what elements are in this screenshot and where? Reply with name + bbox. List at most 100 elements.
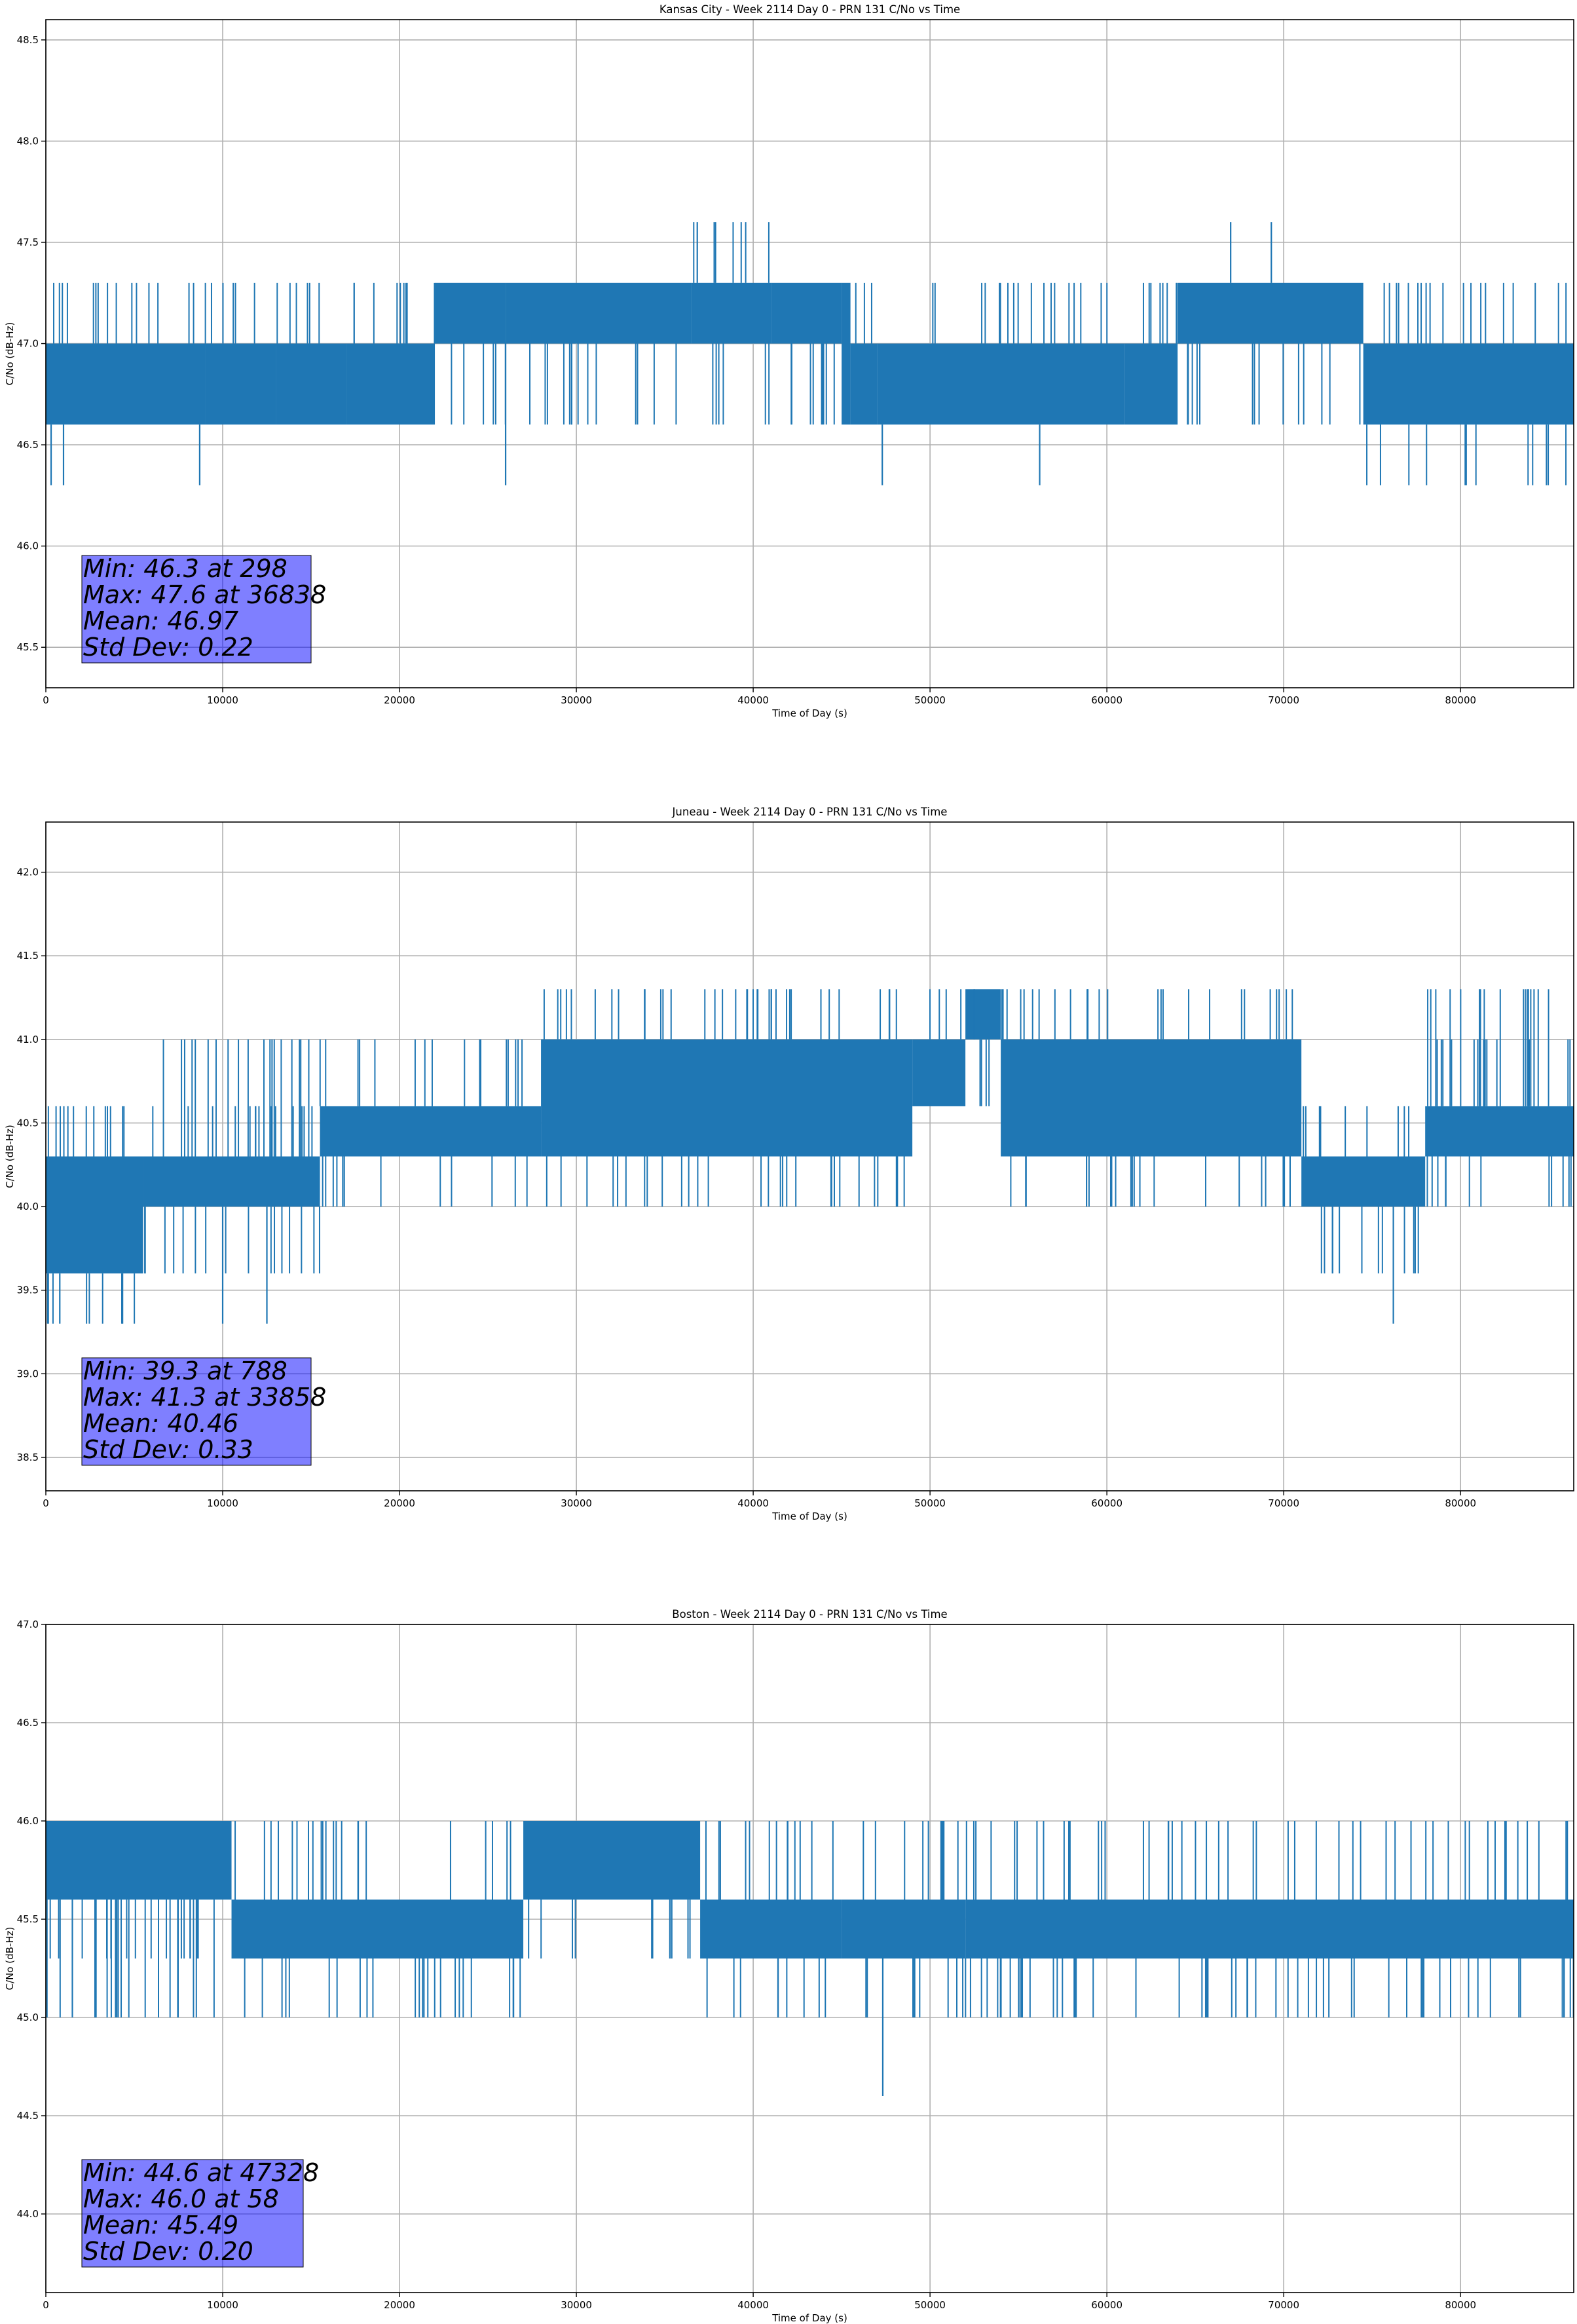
y-tick-label: 48.5 [17, 34, 39, 46]
x-tick-label: 70000 [1268, 2299, 1299, 2311]
data-band [965, 989, 1001, 1040]
x-tick-label: 40000 [737, 1497, 769, 1509]
y-tick-label: 44.0 [17, 2208, 39, 2220]
data-band [842, 282, 851, 425]
data-band [842, 1900, 966, 1959]
stats-line: Mean: 45.49 [83, 2211, 238, 2240]
x-tick-label: 30000 [561, 2299, 592, 2311]
data-band [1363, 343, 1574, 425]
data-series [46, 989, 1574, 1324]
stats-line: Std Dev: 0.20 [83, 2237, 253, 2266]
data-band [1001, 1039, 1302, 1157]
x-tick-label: 0 [43, 2299, 49, 2311]
y-tick-label: 45.0 [17, 2012, 39, 2023]
stats-line: Max: 41.3 at 33858 [83, 1383, 326, 1412]
y-tick-label: 42.0 [17, 867, 39, 878]
data-band [346, 343, 436, 425]
x-tick-label: 30000 [561, 694, 592, 706]
data-band [320, 1106, 542, 1157]
x-tick-label: 50000 [914, 2299, 946, 2311]
stats-box-background [81, 1357, 312, 1466]
x-tick-label: 60000 [1091, 2299, 1122, 2311]
y-tick-label: 47.0 [17, 338, 39, 350]
x-tick-label: 50000 [914, 1497, 946, 1509]
x-axis-label: Time of Day (s) [771, 2312, 847, 2324]
x-tick-label: 80000 [1445, 1497, 1476, 1509]
axes-frame [45, 1624, 1574, 2293]
axes-frame [45, 19, 1574, 688]
y-axis-label: C/No (dB-Hz) [4, 322, 16, 386]
y-tick-label: 45.5 [17, 641, 39, 653]
y-tick-label: 38.5 [17, 1452, 39, 1463]
data-band [46, 1156, 143, 1274]
y-tick-label: 41.0 [17, 1034, 39, 1045]
data-band [541, 1039, 913, 1157]
x-axis-label: Time of Day (s) [771, 1510, 847, 1522]
x-tick-label: 0 [43, 694, 49, 706]
data-band [46, 1821, 232, 1900]
y-tick-label: 47.5 [17, 236, 39, 248]
data-band [46, 343, 117, 425]
x-tick-label: 50000 [914, 694, 946, 706]
x-tick-label: 0 [43, 1497, 49, 1509]
data-band [691, 282, 771, 344]
data-band [523, 1821, 701, 1900]
y-tick-label: 39.0 [17, 1368, 39, 1379]
data-series [46, 222, 1574, 485]
data-band [143, 1156, 320, 1207]
stats-line: Min: 44.6 at 47328 [83, 2158, 319, 2187]
x-axis-label: Time of Day (s) [771, 707, 847, 719]
x-tick-label: 20000 [384, 694, 415, 706]
x-tick-label: 70000 [1268, 694, 1299, 706]
x-tick-label: 80000 [1445, 694, 1476, 706]
data-series [46, 1821, 1574, 2096]
grid [45, 20, 1574, 688]
data-band [877, 343, 1125, 425]
chart-title: Boston - Week 2114 Day 0 - PRN 131 C/No … [672, 1608, 947, 1621]
data-band [1301, 1156, 1426, 1207]
data-band [771, 282, 842, 344]
y-tick-label: 46.5 [17, 1717, 39, 1729]
y-tick-label: 44.5 [17, 2110, 39, 2122]
stats-line: Std Dev: 0.22 [83, 633, 253, 662]
stats-line: Max: 47.6 at 36838 [83, 580, 326, 609]
chart-panel: 0 10000 20000 30000 40000 50000 60000 70000 8000… [4, 3, 1574, 719]
x-tick-label: 60000 [1091, 694, 1122, 706]
chart-title: Juneau - Week 2114 Day 0 - PRN 131 C/No … [672, 806, 948, 818]
x-tick-label: 10000 [207, 1497, 238, 1509]
y-tick-label: 40.5 [17, 1117, 39, 1129]
stats-line: Min: 46.3 at 298 [83, 554, 288, 583]
data-band [276, 343, 347, 425]
data-band [965, 1900, 1574, 1959]
x-tick-label: 70000 [1268, 1497, 1299, 1509]
data-band [1425, 1106, 1574, 1157]
chart-title: Kansas City - Week 2114 Day 0 - PRN 131 … [659, 3, 960, 16]
x-tick-label: 60000 [1091, 1497, 1122, 1509]
y-tick-label: 40.0 [17, 1201, 39, 1212]
x-tick-label: 10000 [207, 2299, 238, 2311]
data-band [117, 343, 206, 425]
y-tick-label: 46.5 [17, 439, 39, 451]
data-band [1124, 343, 1178, 425]
y-tick-label: 46.0 [17, 540, 39, 552]
data-band [912, 1039, 966, 1106]
data-band [850, 343, 878, 425]
stats-line: Mean: 40.46 [83, 1409, 238, 1438]
axes-frame [45, 821, 1574, 1491]
x-tick-label: 20000 [384, 2299, 415, 2311]
data-band [435, 282, 506, 344]
y-axis-label: C/No (dB-Hz) [4, 1927, 16, 1991]
stats-line: Mean: 46.97 [83, 607, 238, 635]
stats-box-background [81, 555, 312, 664]
x-tick-label: 80000 [1445, 2299, 1476, 2311]
stats-line: Max: 46.0 at 58 [83, 2184, 279, 2213]
y-tick-label: 39.5 [17, 1284, 39, 1296]
x-tick-label: 20000 [384, 1497, 415, 1509]
stats-line: Min: 39.3 at 788 [83, 1357, 288, 1385]
y-axis-label: C/No (dB-Hz) [4, 1125, 16, 1188]
